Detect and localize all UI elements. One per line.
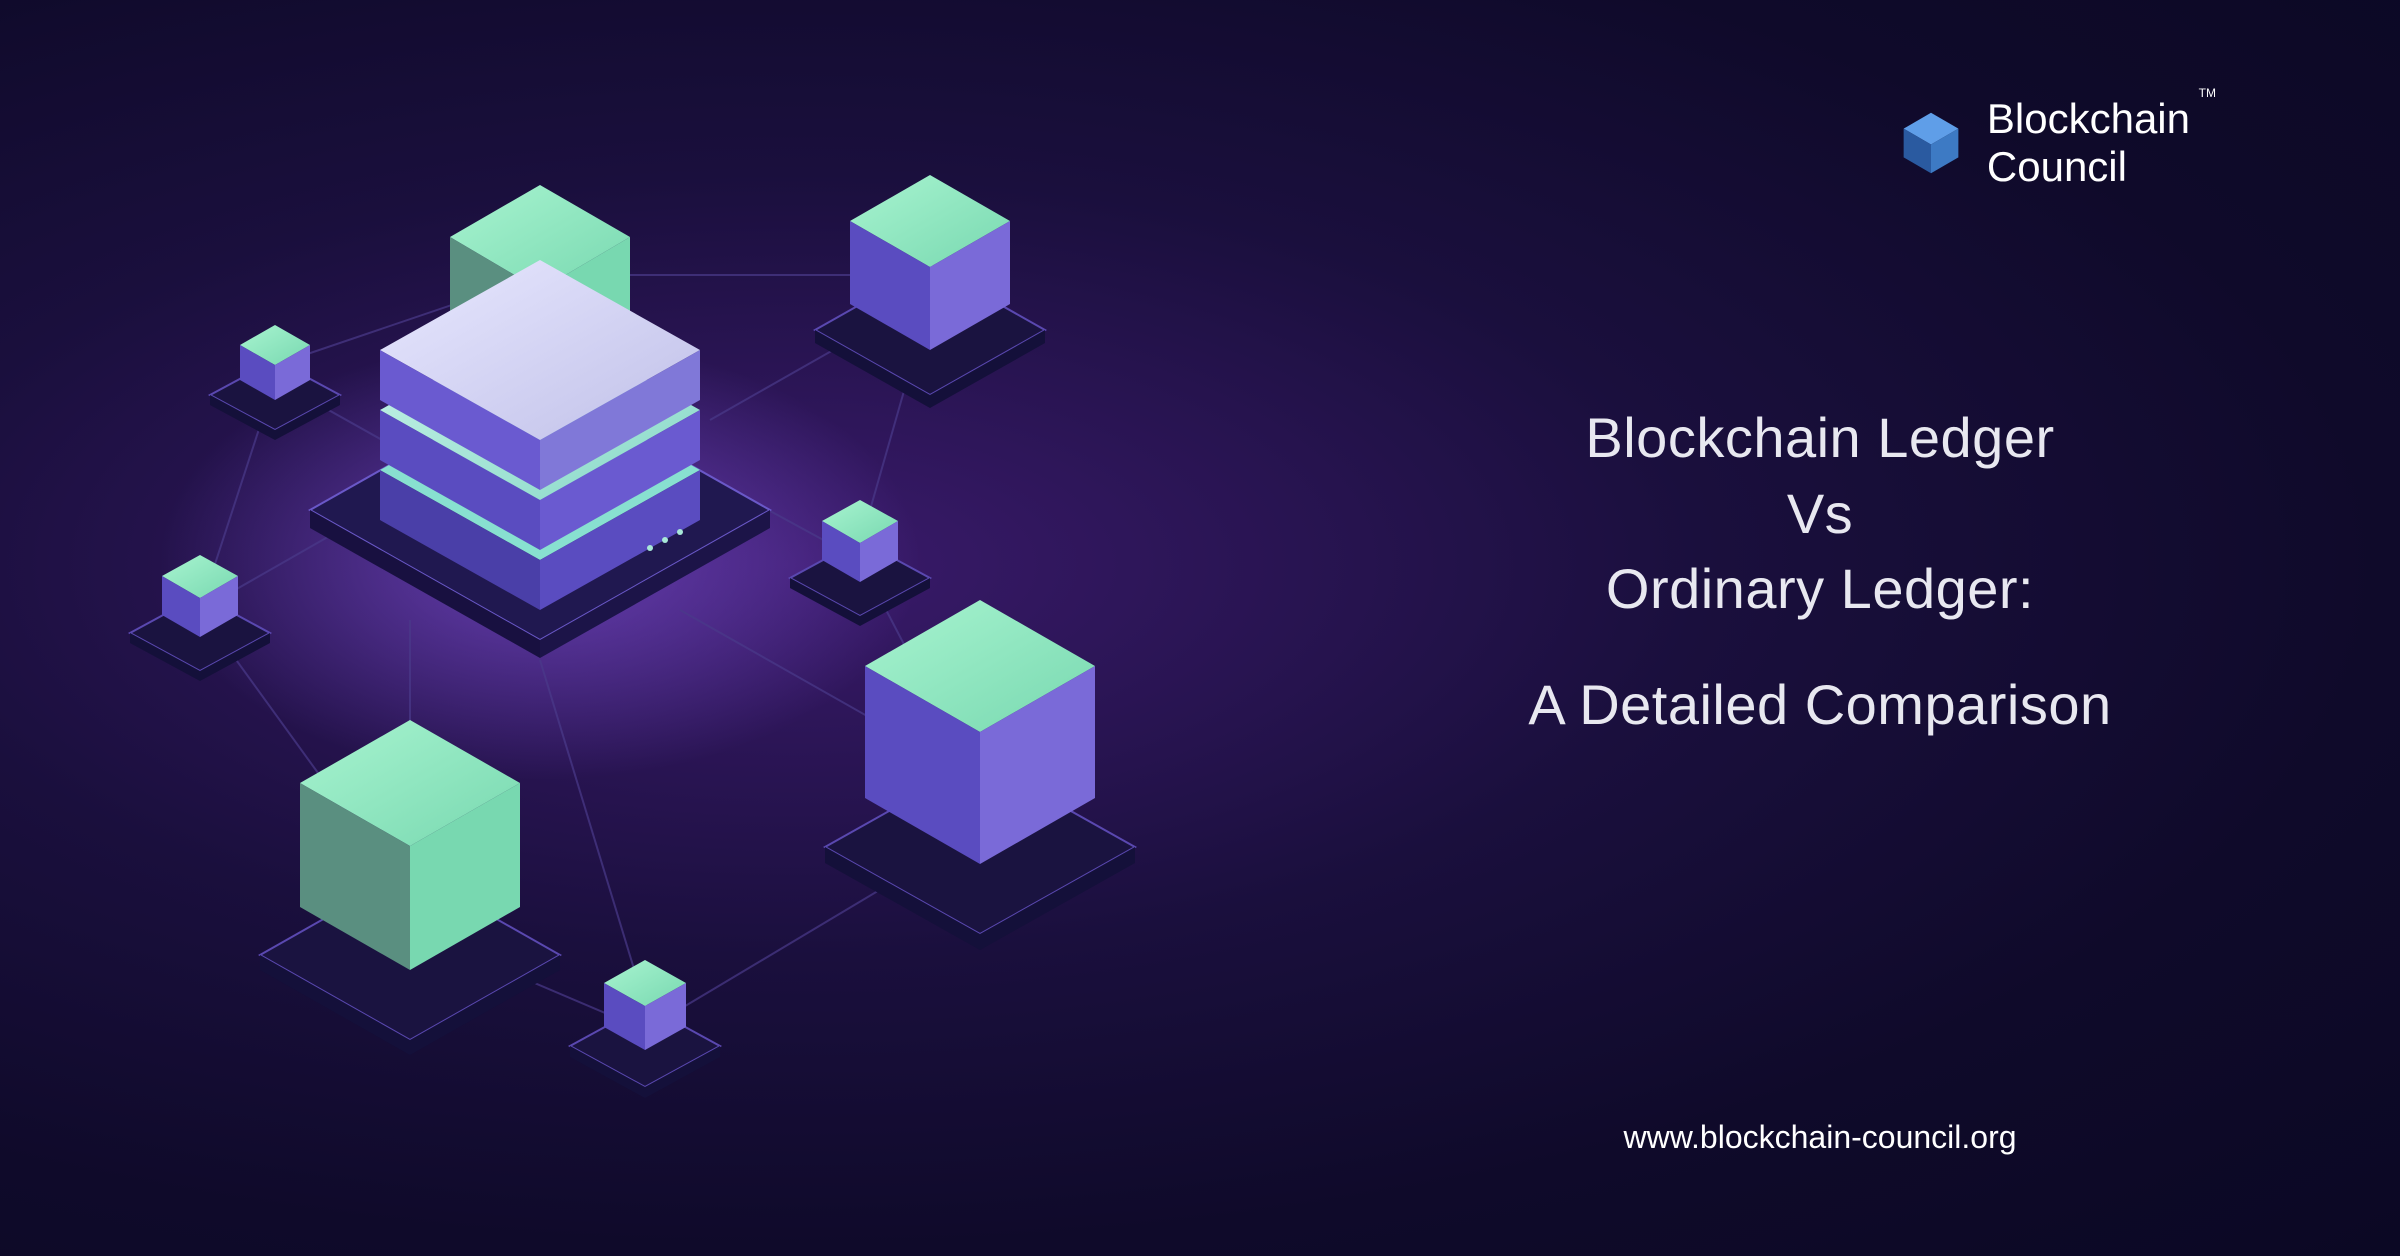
page-title: Blockchain Ledger Vs Ordinary Ledger: A … — [1320, 400, 2320, 742]
trademark: TM — [2199, 87, 2216, 101]
node-ne — [815, 175, 1045, 408]
logo-line2: Council — [1987, 143, 2190, 191]
node-s — [570, 960, 720, 1098]
logo-cube-icon — [1895, 107, 1967, 179]
title-line2: Vs — [1320, 476, 2320, 552]
logo-line1: Blockchain — [1987, 95, 2190, 143]
logo-text: Blockchain Council TM — [1987, 95, 2190, 192]
blockchain-diagram — [60, 100, 1260, 1200]
title-line4: A Detailed Comparison — [1320, 667, 2320, 743]
title-line3: Ordinary Ledger: — [1320, 551, 2320, 627]
website-url: www.blockchain-council.org — [1420, 1119, 2220, 1156]
brand-logo: Blockchain Council TM — [1895, 95, 2190, 192]
title-line1: Blockchain Ledger — [1320, 400, 2320, 476]
